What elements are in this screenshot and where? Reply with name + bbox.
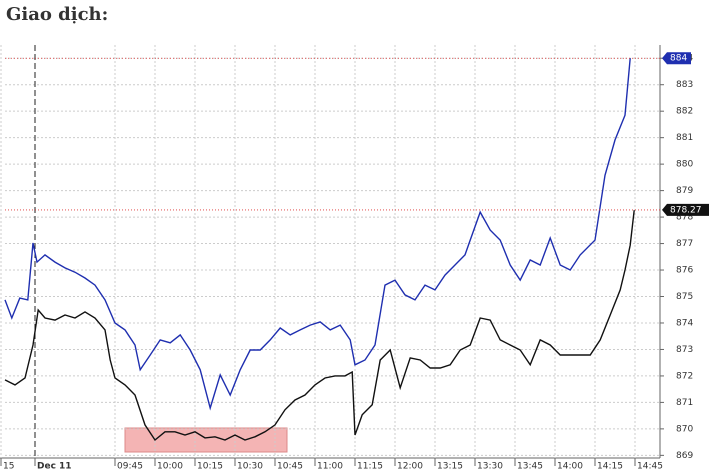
x-tick-label: 14:45 (637, 462, 663, 472)
y-tick-label: 882 (676, 107, 693, 117)
price-tag-label: 884 (670, 54, 687, 64)
y-tick-label: 879 (676, 186, 693, 196)
x-tick-label: 14:00 (557, 462, 583, 472)
series-line (4, 58, 631, 411)
x-tick-label: 11:00 (317, 462, 343, 472)
y-tick-label: 881 (676, 133, 693, 143)
y-tick-label: 871 (676, 398, 693, 408)
series-line (4, 210, 635, 442)
price-tag-label: 878.27 (670, 205, 702, 215)
x-tick-label: 15 (3, 462, 14, 472)
y-tick-label: 880 (676, 160, 693, 170)
x-tick-label: 10:00 (157, 462, 183, 472)
x-tick-label: Dec 11 (37, 462, 72, 472)
x-tick-label: 12:00 (397, 462, 423, 472)
x-tick-label: 13:15 (437, 462, 463, 472)
price-tag (662, 203, 709, 216)
y-tick-label: 874 (676, 318, 693, 328)
x-tick-label: 11:15 (357, 462, 383, 472)
y-tick-label: 877 (676, 239, 693, 249)
y-tick-label: 878 (676, 213, 693, 223)
x-tick-label: 10:45 (277, 462, 303, 472)
x-tick-label: 09:45 (117, 462, 143, 472)
y-tick-label: 875 (676, 292, 693, 302)
y-tick-label: 870 (676, 424, 693, 434)
y-tick-label: 883 (676, 80, 693, 90)
x-tick-label: 13:45 (517, 462, 543, 472)
y-tick-label: 872 (676, 371, 693, 381)
x-tick-label: 10:15 (197, 462, 223, 472)
price-tag (662, 52, 691, 65)
x-tick-label: 14:15 (597, 462, 623, 472)
x-tick-label: 13:30 (477, 462, 503, 472)
y-tick-label: 876 (676, 266, 693, 276)
y-tick-label: 873 (676, 345, 693, 355)
page-title: Giao dịch: (6, 4, 109, 25)
x-tick-label: 10:30 (237, 462, 263, 472)
highlight-zone (124, 427, 288, 453)
y-tick-label: 869 (676, 451, 693, 461)
